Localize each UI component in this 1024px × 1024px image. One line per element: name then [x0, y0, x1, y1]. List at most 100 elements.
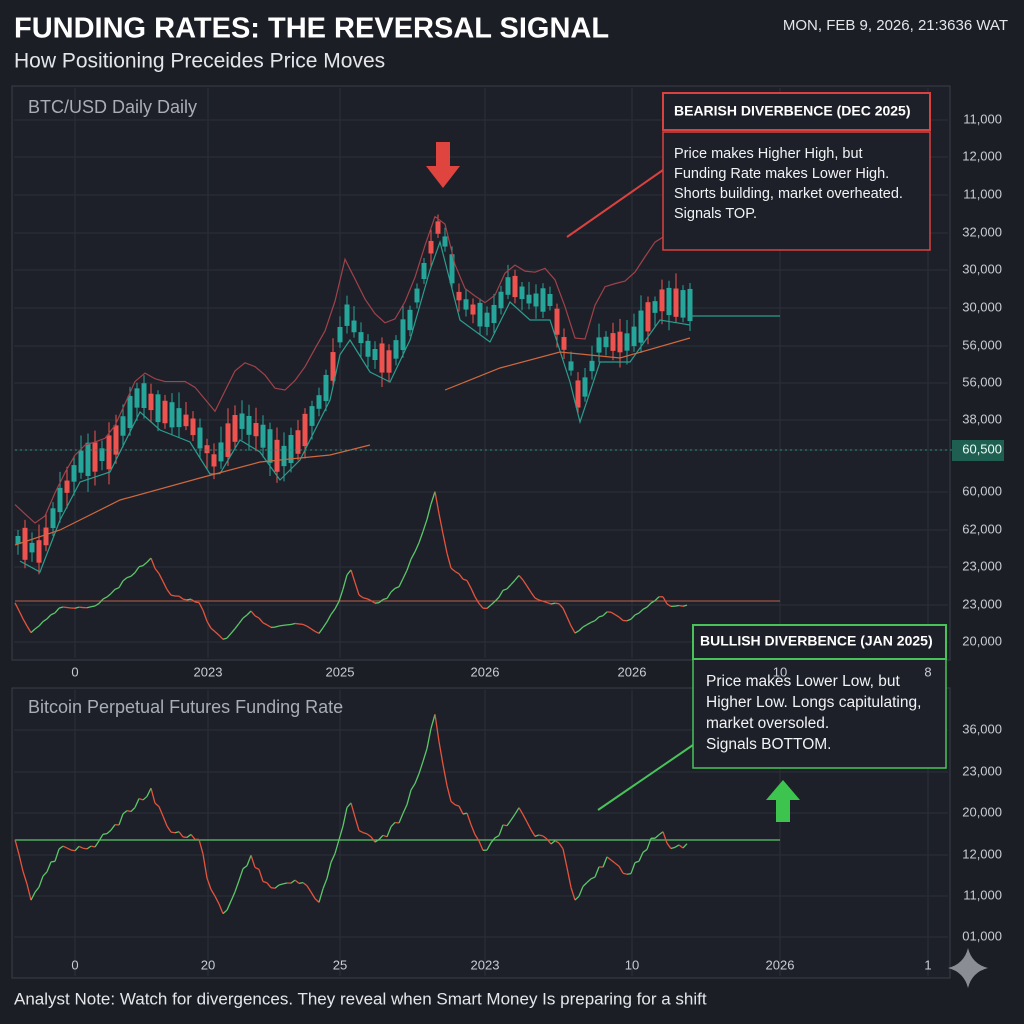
candle-body: [190, 418, 196, 436]
funding-segment: [538, 599, 544, 602]
funding-segment: [406, 789, 412, 805]
funding-segment: [630, 614, 636, 620]
candle-body: [330, 352, 336, 381]
x-tick-label: 0: [71, 664, 78, 679]
candle-body: [274, 439, 280, 472]
funding-segment: [170, 831, 176, 834]
panel-label: BTC/USD Daily Daily: [28, 97, 197, 117]
funding-segment: [358, 594, 364, 599]
funding-segment: [674, 844, 680, 848]
candle-body: [141, 383, 147, 408]
funding-segment: [602, 856, 608, 868]
funding-segment: [406, 558, 412, 571]
candle-body: [29, 542, 35, 553]
funding-segment: [422, 519, 428, 532]
funding-segment: [526, 821, 532, 831]
candle-body: [127, 395, 133, 429]
funding-segment: [354, 816, 360, 831]
y-tick-label: 23,000: [962, 763, 1002, 778]
funding-segment: [402, 569, 408, 579]
funding-segment: [414, 542, 420, 553]
funding-segment: [306, 625, 312, 630]
funding-segment: [326, 614, 332, 623]
candle-body: [680, 290, 686, 318]
funding-segment: [682, 604, 688, 607]
funding-segment: [626, 872, 632, 875]
funding-segment: [602, 611, 608, 617]
title: FUNDING RATES: THE REVERSAL SIGNAL: [14, 13, 609, 45]
funding-segment: [590, 620, 596, 623]
note-box: [662, 131, 931, 251]
funding-segment: [262, 880, 268, 884]
funding-segment: [558, 603, 564, 609]
funding-segment: [662, 831, 668, 844]
funding-segment: [234, 880, 240, 893]
funding-segment: [390, 587, 396, 593]
y-tick-label: 11,000: [963, 186, 1002, 201]
funding-segment: [170, 594, 176, 597]
funding-segment: [606, 856, 612, 861]
funding-segment: [246, 855, 252, 866]
funding-segment: [370, 836, 376, 843]
funding-segment: [142, 795, 148, 801]
funding-segment: [30, 891, 36, 901]
funding-segment: [278, 624, 284, 627]
funding-segment: [14, 839, 20, 855]
funding-segment: [394, 586, 400, 589]
funding-segment: [166, 589, 172, 596]
funding-segment: [234, 623, 240, 630]
funding-segment: [474, 834, 480, 842]
candle-body: [337, 326, 343, 343]
funding-segment: [222, 909, 228, 915]
candle-body: [666, 287, 672, 316]
funding-segment: [614, 862, 620, 867]
funding-segment: [282, 882, 288, 885]
candle-body: [477, 302, 483, 327]
candle-body: [22, 527, 28, 560]
funding-segment: [374, 602, 380, 604]
funding-segment: [346, 569, 352, 576]
candle-body: [267, 429, 273, 463]
candle-body: [554, 308, 560, 335]
note-line: Price makes Higher High, but: [674, 146, 863, 162]
funding-segment: [242, 865, 248, 870]
y-tick-label: 11,000: [963, 887, 1002, 902]
funding-segment: [598, 615, 604, 618]
funding-segment: [646, 838, 652, 850]
candle-body: [638, 310, 644, 343]
funding-segment: [350, 802, 356, 818]
connector: [597, 744, 694, 811]
funding-segment: [62, 845, 68, 849]
x-tick-label: 10: [625, 957, 639, 972]
funding-segment: [306, 885, 312, 893]
candle-body: [393, 340, 399, 359]
funding-segment: [230, 891, 236, 902]
funding-segment: [474, 596, 480, 604]
funding-segment: [422, 748, 428, 762]
plot-marks: [14, 214, 780, 915]
candle-body: [484, 312, 490, 327]
funding-segment: [22, 618, 28, 627]
funding-segment: [226, 900, 232, 911]
funding-segment: [290, 622, 296, 626]
candle-body: [589, 360, 595, 372]
funding-segment: [262, 622, 268, 626]
funding-segment: [418, 531, 424, 543]
funding-segment: [94, 602, 100, 607]
funding-segment: [182, 598, 188, 601]
funding-segment: [386, 826, 392, 838]
funding-segment: [142, 561, 148, 567]
candle-body: [449, 254, 455, 284]
candle-body: [295, 430, 301, 454]
candle-body: [134, 388, 140, 408]
funding-segment: [426, 728, 432, 749]
funding-segment: [530, 591, 536, 599]
funding-segment: [290, 879, 296, 884]
note-line: Shorts building, market overheated.: [674, 186, 903, 202]
funding-segment: [538, 834, 544, 837]
funding-segment: [398, 578, 404, 588]
funding-segment: [378, 834, 384, 840]
candle-body: [288, 435, 294, 463]
logo: [948, 948, 988, 988]
funding-segment: [458, 805, 464, 815]
